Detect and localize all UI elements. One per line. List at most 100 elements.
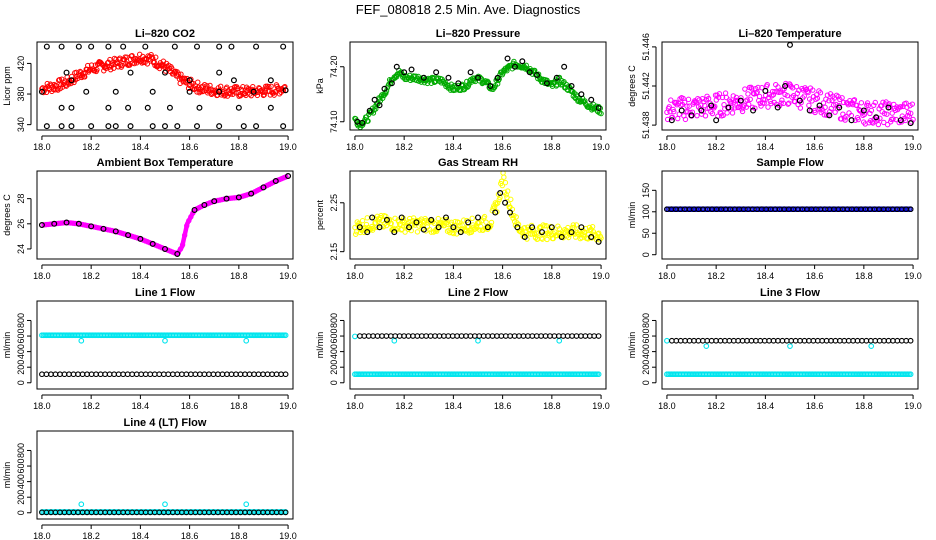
series-0 [352,58,604,130]
data-point [443,214,450,221]
outlier-point [475,337,481,344]
y-tick-label: 74.20 [329,55,339,78]
data-point [842,117,848,123]
data-point [162,245,169,252]
data-point [68,104,75,111]
data-point [253,123,260,130]
data-point [88,43,95,50]
data-point [186,77,193,84]
x-tick-label: 19.0 [279,531,297,540]
data-point [666,104,672,110]
x-tick-label: 18.6 [494,142,512,152]
y-tick-label: 600 [16,329,26,344]
x-tick-label: 18.4 [132,531,150,540]
data-point [765,104,771,110]
outlier-point [162,337,168,344]
data-point [88,123,95,130]
y-tick-label: 400 [16,344,26,359]
data-point [63,219,70,226]
data-point [698,107,705,114]
data-point [573,222,580,228]
data-point [513,214,519,220]
data-point [523,62,529,68]
data-point [761,100,767,106]
plot-area [352,171,604,245]
data-point [237,92,244,99]
x-tick-label: 18.6 [181,271,199,281]
data-point [112,123,119,130]
x-tick-label: 18.0 [33,401,51,411]
outlier-point [868,343,875,350]
data-point [153,54,159,60]
data-point [484,224,491,231]
data-point [782,82,789,89]
data-point [105,43,112,50]
data-point [855,116,861,123]
data-point [83,88,90,95]
data-point [568,82,575,89]
data-point [504,55,511,62]
plot-frame [36,41,294,131]
x-tick-label: 18.4 [132,271,150,281]
data-point [127,69,134,76]
y-tick-label: 200 [329,360,339,375]
plot-frame [36,300,294,390]
data-point [261,92,267,98]
data-point [383,216,390,223]
data-point [580,232,587,238]
data-point [494,81,501,87]
data-point [184,223,190,229]
series-0 [664,337,914,378]
data-point [505,188,511,194]
data-point [39,371,45,378]
data-point [235,104,242,111]
data-point [219,371,226,378]
data-point [169,65,175,71]
x-tick-label: 19.0 [592,401,610,411]
plot-frame [349,300,607,390]
y-axis-label: degrees C [2,194,12,236]
data-point [435,224,442,231]
x-tick-label: 18.0 [33,531,51,540]
data-point [817,90,824,96]
outlier-point [78,501,85,508]
x-tick-label: 19.0 [904,271,922,281]
data-point [563,227,570,234]
data-point [75,220,82,227]
data-point [56,77,63,83]
x-tick-label: 18.8 [230,271,248,281]
data-point [272,178,279,185]
data-point [475,214,482,221]
data-point [723,94,730,101]
data-point [391,229,398,236]
data-point [696,97,703,103]
x-tick-label: 18.6 [181,531,199,540]
x-tick-label: 18.6 [494,401,512,411]
x-axis: 18.0 18.2 18.4 18.6 18.8 19.0 [346,394,610,411]
data-point [713,117,720,124]
data-point [58,43,65,50]
data-point [177,246,184,252]
data-point [873,114,880,121]
data-point [94,67,100,73]
data-point [373,224,380,231]
x-tick-label: 18.2 [707,401,725,411]
data-point [508,196,514,203]
outlier-point [703,343,710,350]
data-point [133,371,140,378]
data-point [722,90,729,96]
data-point [398,227,404,233]
outlier-point [243,337,250,344]
data-point [595,238,602,245]
panel-title: Line 3 Flow [760,287,820,299]
data-point [501,174,507,180]
data-point [166,104,173,111]
data-point [719,94,726,101]
data-point [669,114,676,120]
data-point [806,102,812,109]
panel-line1: Line 1 Flow ml/min 18.0 18.2 18.4 18.6 18.8 19.… [2,287,297,411]
panel-title: Sample Flow [756,157,824,169]
x-tick-label: 19.0 [279,401,297,411]
data-point [282,83,288,90]
x-tick-label: 18.8 [230,401,248,411]
